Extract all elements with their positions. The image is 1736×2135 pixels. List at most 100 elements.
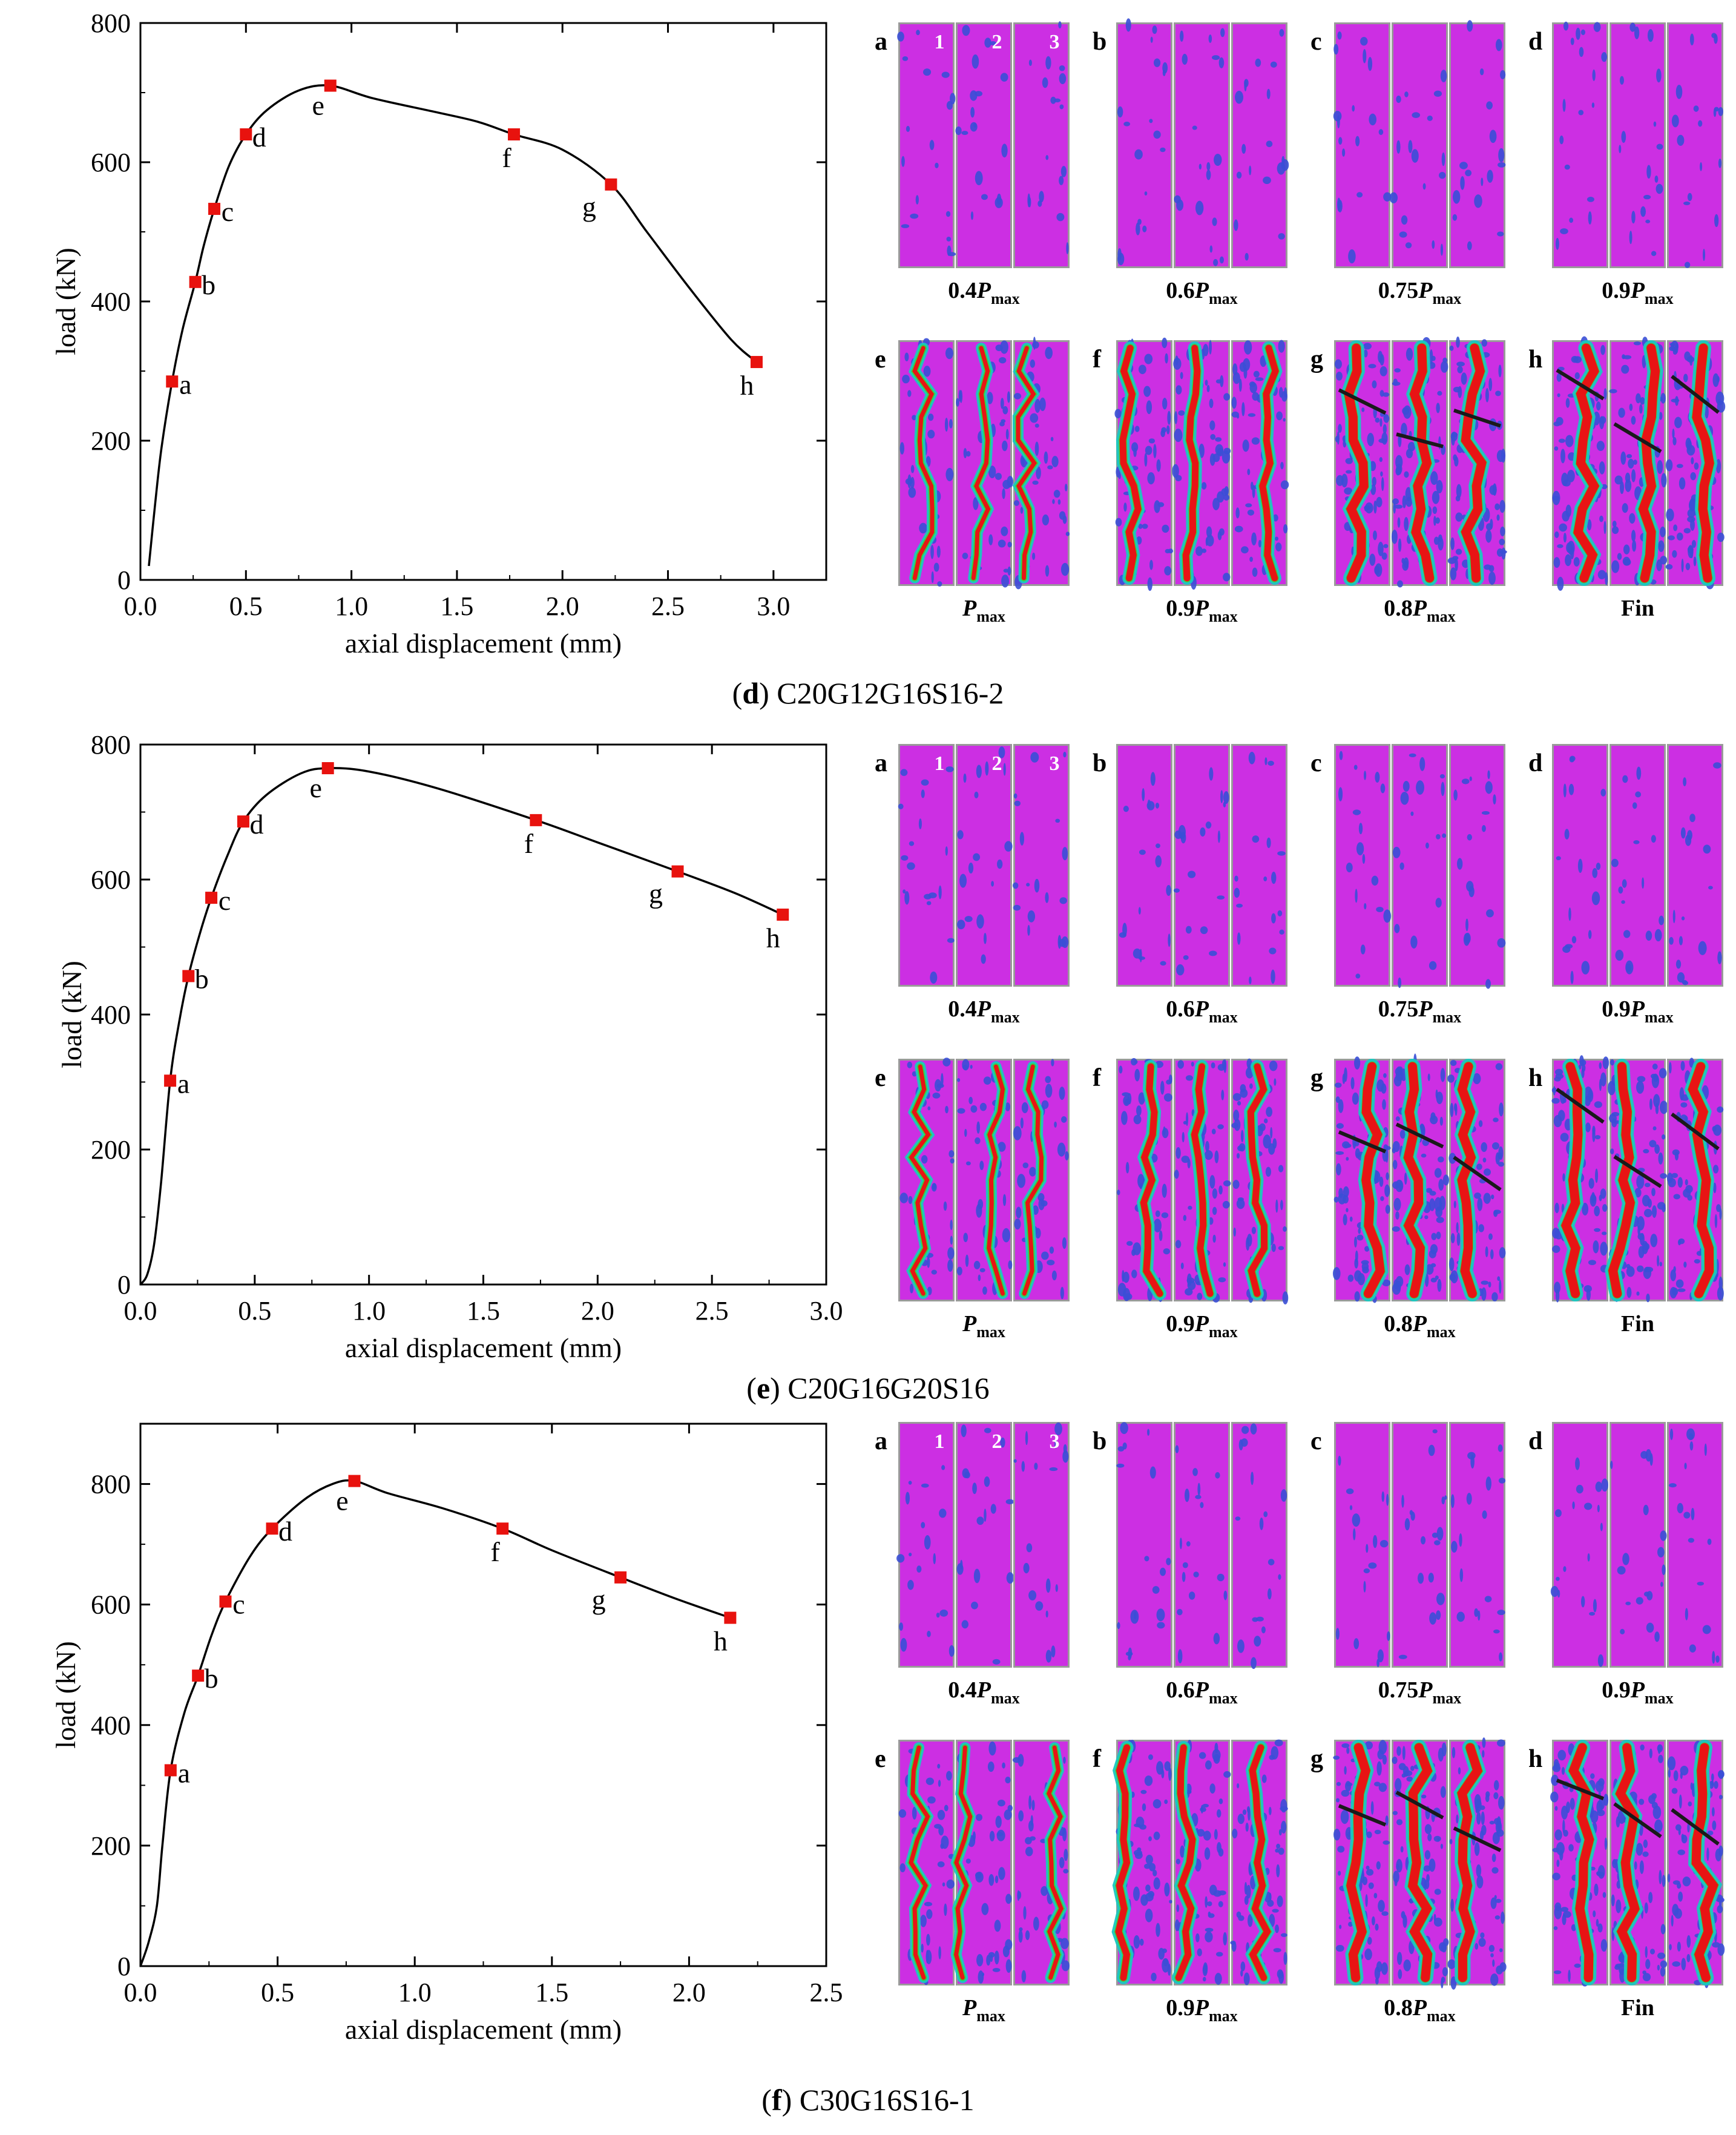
strain-speck — [1203, 344, 1209, 357]
strain-speck — [1657, 459, 1663, 474]
strain-speck — [1030, 413, 1039, 423]
strain-speck — [1349, 1505, 1353, 1510]
strain-speck — [1036, 466, 1041, 479]
strain-speck — [1203, 1831, 1211, 1841]
strain-speck — [1427, 115, 1433, 121]
strain-speck — [1672, 1904, 1679, 1916]
strain-speck — [1448, 1153, 1456, 1164]
strip-base — [958, 24, 1010, 266]
strain-speck — [1231, 1122, 1238, 1128]
strain-speck — [1461, 778, 1470, 785]
stage-p: P — [1194, 1677, 1209, 1703]
strain-speck — [1402, 1746, 1406, 1760]
strain-speck — [1191, 1062, 1194, 1067]
strain-speck — [1160, 147, 1166, 153]
strain-speck — [939, 1508, 947, 1518]
strain-speck — [1335, 1082, 1342, 1088]
strain-speck — [1342, 148, 1346, 157]
strain-speck — [1653, 1094, 1660, 1108]
strain-speck — [1223, 1180, 1231, 1186]
strain-speck — [1138, 1092, 1145, 1105]
strain-speck — [1488, 1281, 1491, 1288]
strain-speck — [1450, 1898, 1454, 1912]
strain-speck — [1675, 1824, 1682, 1831]
strain-speck — [938, 1780, 941, 1788]
crack-line — [1395, 1791, 1444, 1820]
strain-speck — [1156, 1761, 1164, 1775]
strain-speck — [1212, 1188, 1218, 1199]
strip-base — [1336, 1424, 1389, 1666]
strain-speck — [900, 1637, 907, 1652]
strain-speck — [1255, 377, 1264, 381]
strain-speck — [1418, 1573, 1424, 1584]
strain-speck — [1204, 1150, 1213, 1160]
x-tick-label: 0.5 — [229, 591, 263, 621]
strain-speck — [1217, 831, 1221, 843]
strain-speck — [1045, 1076, 1051, 1084]
stage-letter: a — [875, 749, 887, 777]
strain-speck — [1478, 1938, 1486, 1947]
strain-speck — [1640, 1450, 1648, 1459]
caption-text: ) C30G16S16-1 — [782, 2083, 975, 2117]
strain-speck — [1162, 70, 1166, 76]
strain-speck — [1346, 1747, 1350, 1754]
strain-speck — [986, 1955, 991, 1966]
data-point-f — [508, 128, 521, 140]
strain-speck — [945, 1105, 949, 1114]
strain-speck — [1152, 1586, 1160, 1594]
strain-speck — [1142, 524, 1148, 529]
strain-speck — [1278, 1829, 1282, 1836]
data-point-d — [240, 128, 252, 140]
strain-speck — [1149, 1466, 1156, 1479]
strain-speck — [1455, 548, 1462, 555]
strain-speck — [1354, 1291, 1360, 1302]
strain-speck — [961, 1424, 967, 1438]
strain-speck — [1457, 858, 1463, 870]
strain-speck — [1119, 932, 1126, 938]
strain-speck — [1481, 811, 1490, 815]
strain-speck — [1656, 68, 1662, 83]
strain-speck — [1427, 1834, 1432, 1841]
strain-speck — [1568, 1844, 1574, 1852]
strain-speck — [1267, 1559, 1275, 1565]
strain-speck — [1486, 101, 1493, 110]
strain-speck — [1402, 495, 1407, 508]
strain-speck — [923, 366, 931, 377]
strain-speck — [1594, 1101, 1602, 1108]
strain-speck — [1622, 1553, 1629, 1565]
strip-base — [958, 1424, 1010, 1666]
specimen-number: 1 — [935, 31, 945, 53]
strain-speck — [1045, 892, 1049, 903]
strain-speck — [959, 873, 967, 888]
strain-speck — [1393, 502, 1396, 514]
strain-speck — [1436, 1610, 1441, 1620]
strain-speck — [1599, 515, 1603, 522]
strain-speck — [984, 38, 991, 48]
strain-speck — [1277, 1969, 1284, 1979]
strain-speck — [1550, 1791, 1559, 1803]
stage-p: P — [1630, 1677, 1645, 1703]
strain-speck — [1034, 1228, 1041, 1239]
strain-speck — [1059, 65, 1065, 71]
strain-speck — [1678, 1238, 1685, 1245]
strain-speck — [908, 487, 916, 498]
strain-speck — [1162, 524, 1169, 533]
strain-speck — [1677, 972, 1685, 983]
strain-speck — [1685, 1608, 1688, 1620]
strain-speck — [1381, 432, 1388, 445]
strain-speck — [944, 1903, 947, 1916]
strain-speck — [1353, 1638, 1360, 1650]
strain-speck — [1601, 1478, 1608, 1492]
strain-speck — [1601, 51, 1608, 62]
strain-speck — [1206, 162, 1211, 171]
strain-speck — [1186, 1112, 1189, 1127]
strain-speck — [1217, 1842, 1221, 1854]
strain-speck — [1597, 1504, 1600, 1513]
strain-speck — [1714, 214, 1719, 228]
strain-speck — [1335, 1945, 1344, 1952]
strain-speck — [1039, 397, 1046, 412]
strain-speck — [1373, 1892, 1378, 1899]
strain-speck — [1639, 1860, 1644, 1874]
strain-speck — [927, 1257, 930, 1268]
strain-speck — [1669, 1062, 1672, 1074]
